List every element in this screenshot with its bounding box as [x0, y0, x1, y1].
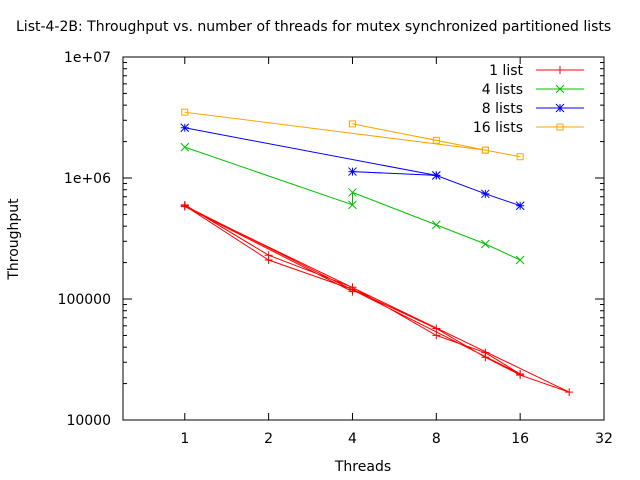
data-point: [481, 189, 490, 199]
data-point: [481, 353, 490, 362]
data-point: [481, 239, 490, 249]
x-tick-label: 8: [432, 431, 441, 447]
legend: 1 list 4 lists 8 lists 16 lists: [473, 63, 584, 136]
legend-label: 1 list: [489, 63, 523, 79]
data-point: [432, 331, 441, 340]
series-8-lists: [180, 123, 525, 211]
y-tick-label: 100000: [58, 292, 111, 308]
data-point: [264, 256, 273, 265]
legend-marker: [556, 66, 564, 74]
series-layer: [180, 108, 574, 397]
data-point: [180, 142, 190, 152]
legend-label: 16 lists: [473, 120, 523, 136]
series-4-lists: [180, 142, 525, 265]
x-axis: 1 2 4 8 16 32: [180, 57, 613, 447]
data-point: [348, 188, 357, 197]
series-line: [184, 127, 521, 207]
data-point: [348, 200, 357, 210]
data-point: [431, 171, 441, 180]
series-line: [184, 204, 570, 393]
series-1-list: [180, 200, 574, 397]
legend-label: 8 lists: [482, 101, 523, 117]
x-tick-label: 32: [595, 431, 613, 447]
data-point: [481, 146, 489, 154]
plot-frame: [122, 56, 605, 421]
x-axis-label: Threads: [334, 459, 391, 475]
x-tick-label: 4: [348, 431, 357, 447]
data-point: [515, 201, 525, 211]
legend-marker: [555, 84, 565, 94]
data-point: [432, 136, 440, 144]
x-tick-label: 1: [180, 431, 189, 447]
series-line: [184, 111, 521, 158]
data-point: [432, 324, 441, 333]
data-point: [348, 287, 357, 296]
data-point: [431, 220, 441, 230]
data-point: [180, 123, 190, 133]
y-tick-label: 1e+07: [64, 50, 111, 66]
series-line: [184, 146, 521, 261]
series-16-lists: [181, 108, 524, 161]
data-point: [565, 388, 574, 397]
x-tick-label: 2: [264, 431, 273, 447]
legend-marker: [556, 123, 564, 131]
legend-marker: [555, 103, 565, 113]
data-point: [348, 120, 356, 128]
y-tick-label: 10000: [66, 413, 111, 429]
y-tick-label: 1e+06: [64, 171, 111, 187]
legend-label: 4 lists: [482, 82, 523, 98]
data-point: [181, 108, 189, 116]
data-point: [348, 167, 357, 176]
data-point: [515, 255, 525, 265]
y-axis: 10000 100000 1e+06 1e+07: [58, 50, 604, 429]
data-point: [180, 202, 189, 211]
chart-title: List-4-2B: Throughput vs. number of thre…: [16, 19, 611, 35]
x-tick-label: 16: [511, 431, 529, 447]
data-point: [516, 371, 525, 380]
data-point: [516, 153, 524, 161]
y-axis-label: Throughput: [6, 198, 22, 281]
